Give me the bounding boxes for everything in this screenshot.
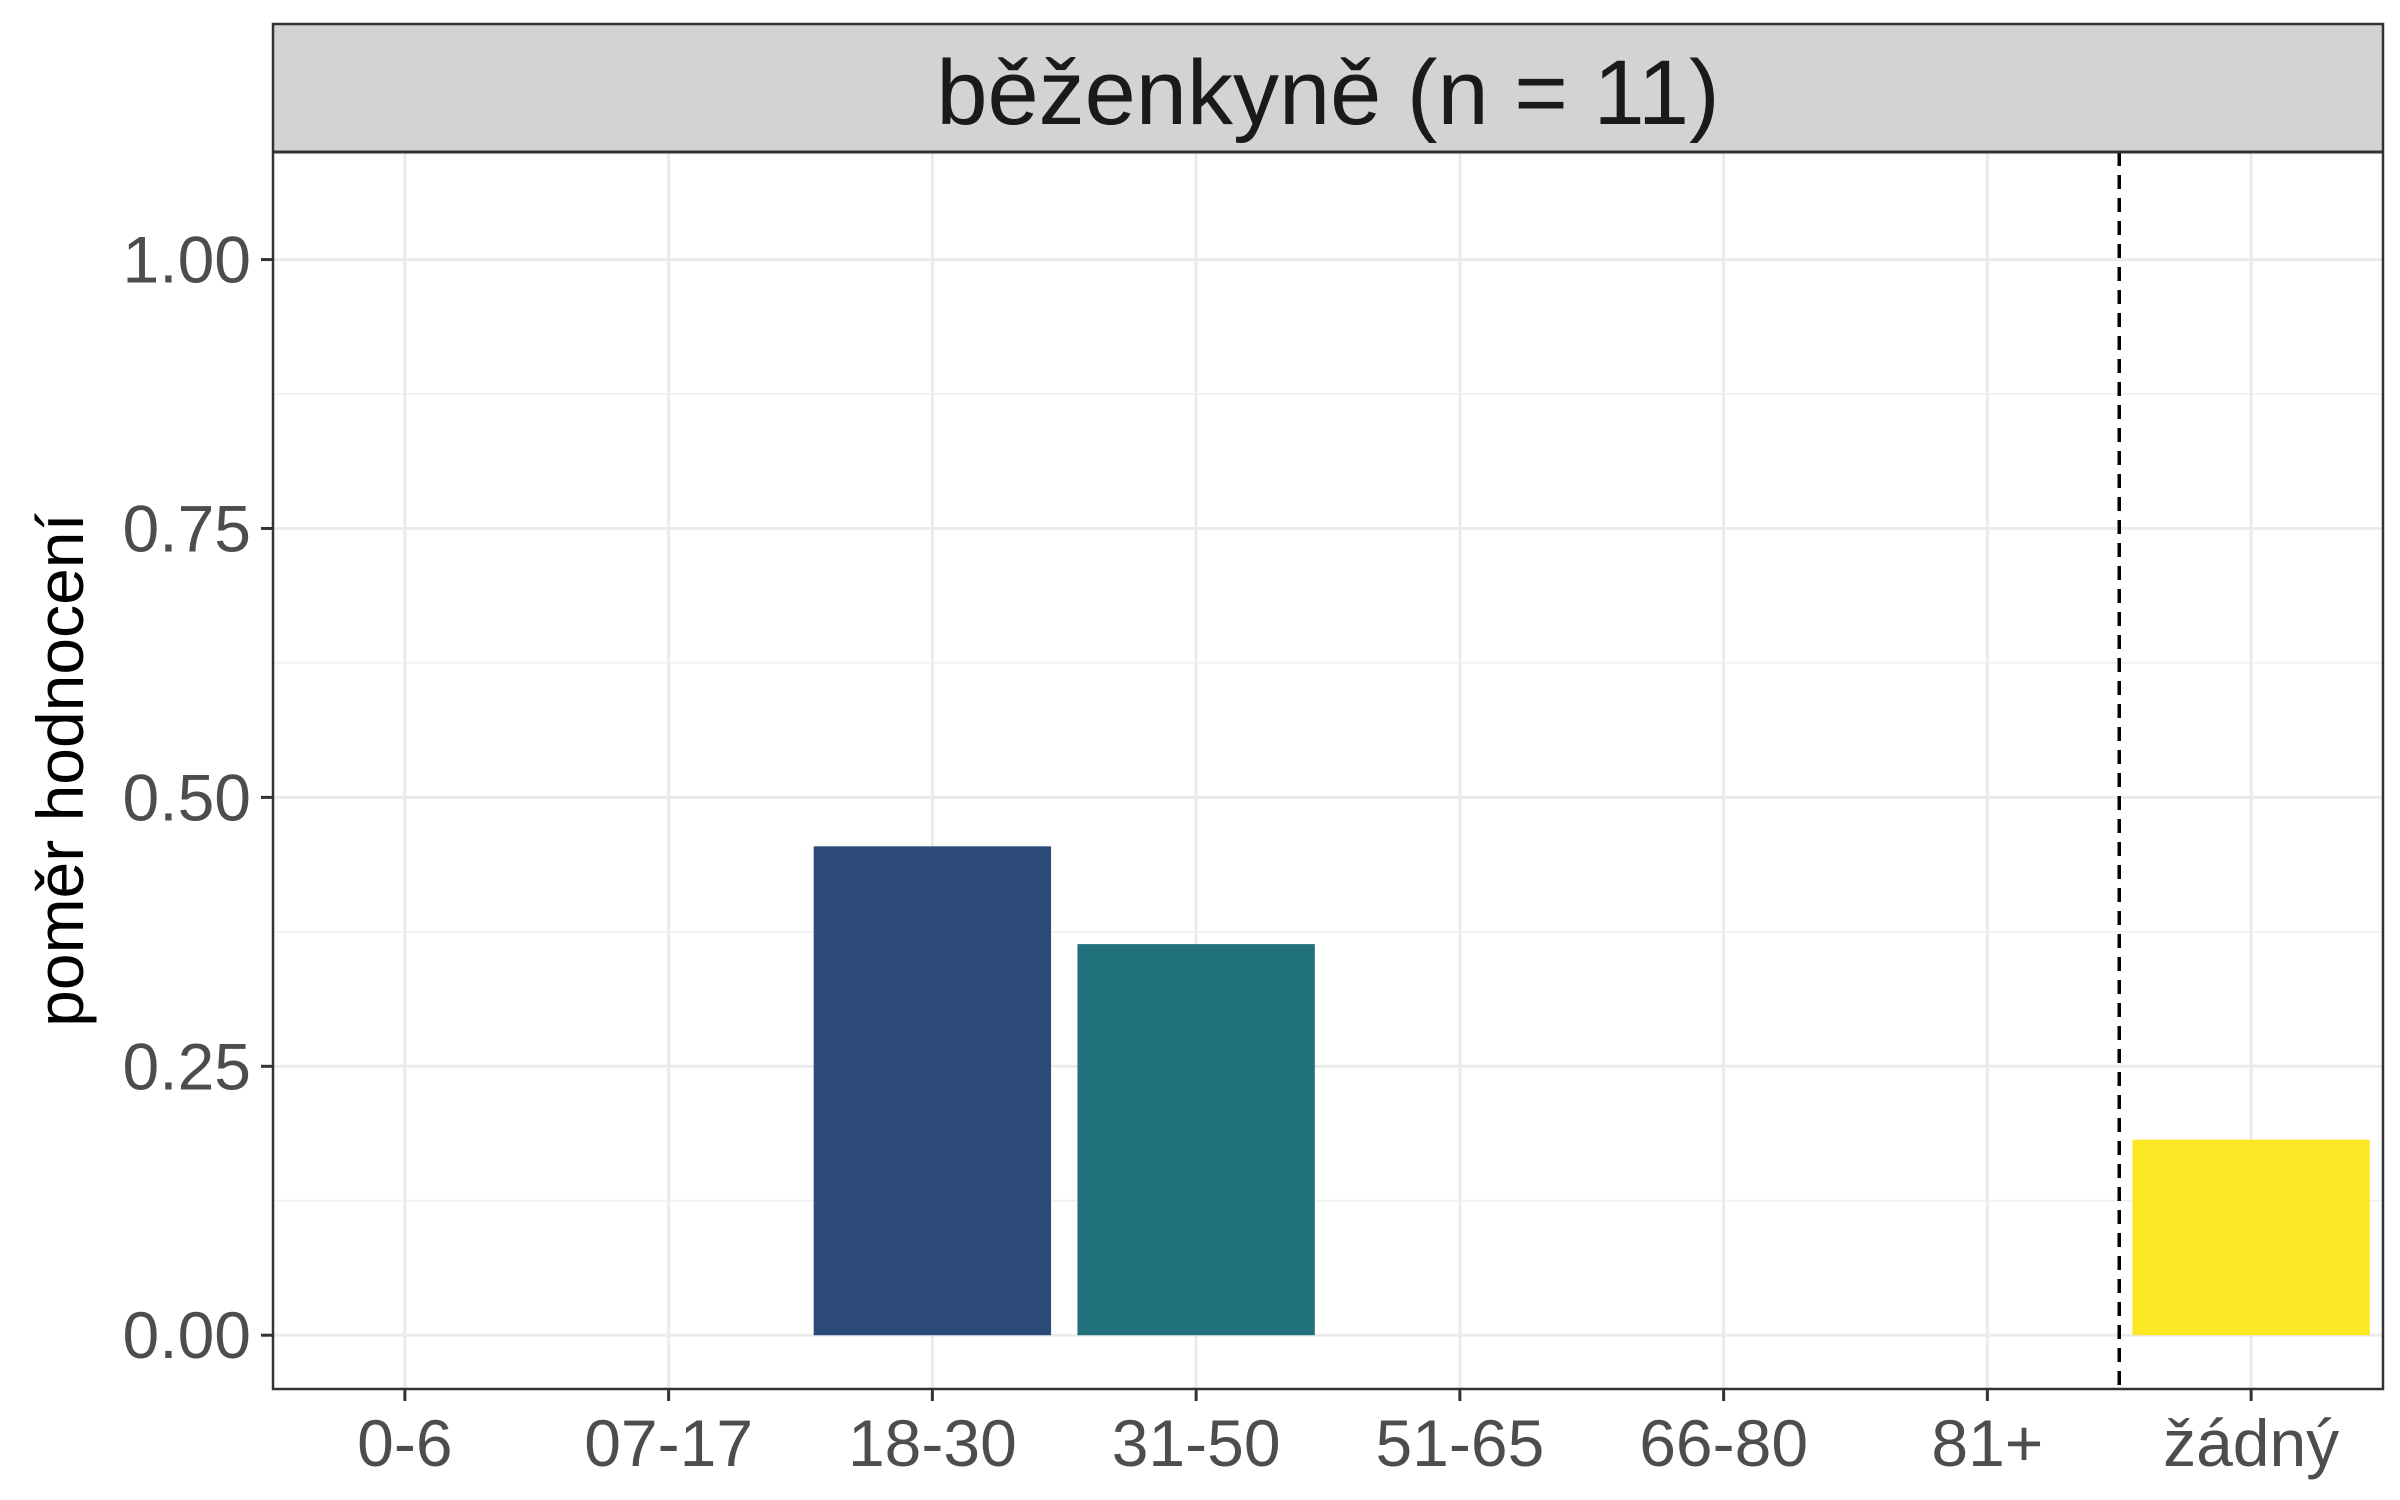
x-tick-label: 31-50	[1112, 1406, 1281, 1480]
y-axis-title: poměr hodnocení	[23, 512, 97, 1026]
facet-strip	[273, 24, 2383, 152]
panel-border	[271, 22, 2385, 1391]
y-tick-label: 0.50	[123, 760, 251, 834]
bar-žádný	[2132, 1139, 2370, 1336]
y-tick-label: 0.75	[123, 491, 251, 565]
y-tick-label: 0.00	[123, 1298, 251, 1372]
bar-18-30	[813, 846, 1052, 1336]
grid-lines	[273, 152, 2383, 1389]
x-tick-label: 18-30	[848, 1406, 1017, 1480]
panel-title: běženkyně (n = 11)	[936, 42, 1719, 144]
axes: 0.00 0.25 0.50 0.75 1.00 0-6 07-17 18-30 31-50 51…	[123, 223, 2340, 1480]
bar-31-50	[1077, 944, 1315, 1336]
plot-panel	[273, 152, 2383, 1389]
x-tick-label: 51-65	[1375, 1406, 1544, 1480]
y-tick-label: 0.25	[123, 1029, 251, 1103]
x-tick-label: 0-6	[357, 1406, 452, 1480]
x-tick-label: 66-80	[1639, 1406, 1808, 1480]
x-tick-label: 07-17	[584, 1406, 753, 1480]
bars	[813, 846, 2370, 1336]
x-tick-label: žádný	[2163, 1406, 2339, 1480]
y-tick-label: 1.00	[123, 223, 251, 297]
x-tick-label: 81+	[1931, 1406, 2043, 1480]
